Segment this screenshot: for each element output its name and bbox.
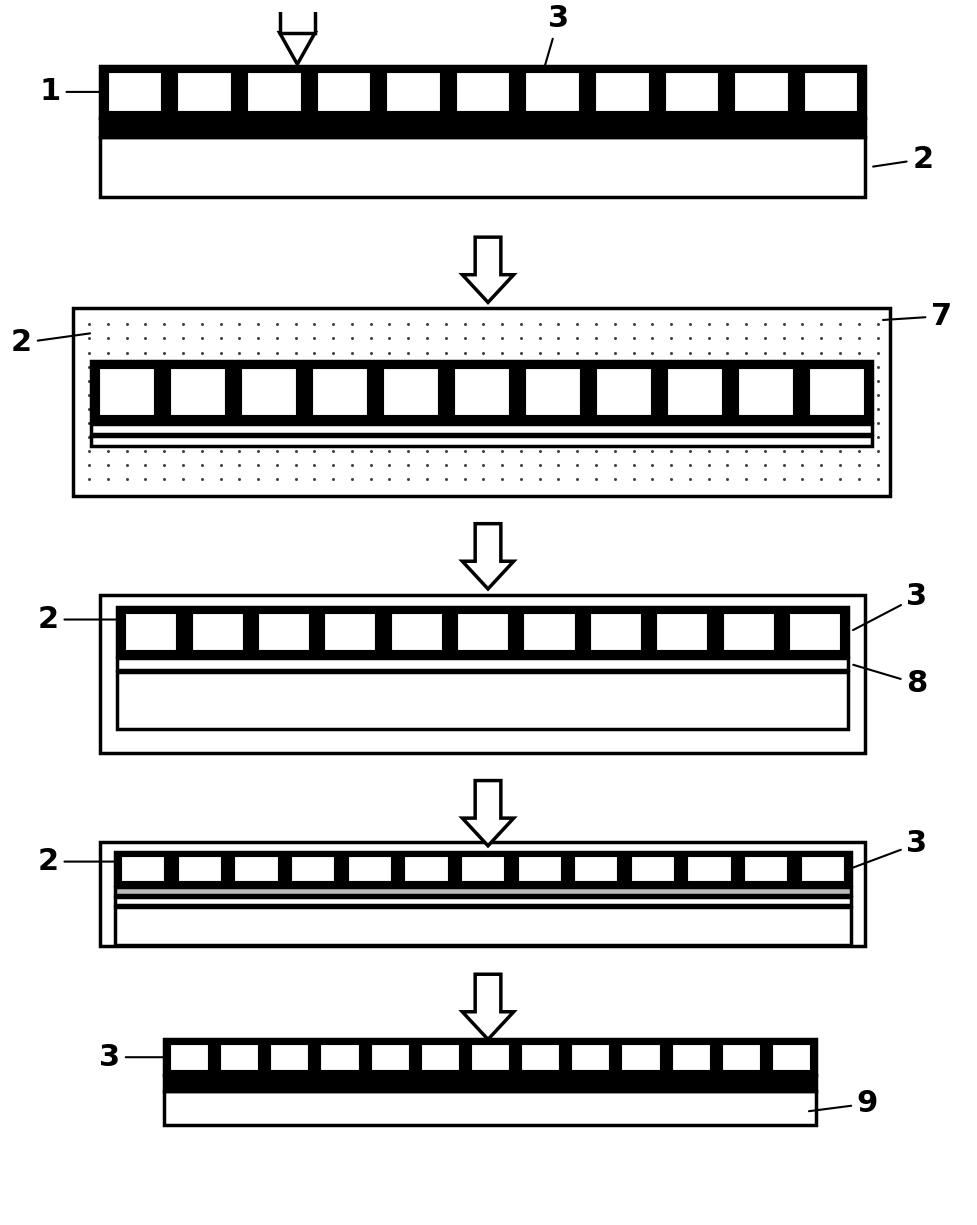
Bar [573,855,618,882]
Bar [106,71,162,113]
Polygon shape [462,523,514,589]
Bar [176,71,232,113]
Bar [169,1042,209,1072]
Bar [571,1042,611,1072]
Bar [177,855,222,882]
Bar [100,66,866,118]
Bar [385,71,441,113]
Bar [91,436,872,446]
Bar [523,611,575,652]
Bar [169,368,226,417]
Bar [246,71,302,113]
Bar [117,606,848,657]
Bar [311,368,368,417]
Bar [120,855,165,882]
Bar [114,906,851,944]
Bar [589,611,642,652]
Bar [164,1076,816,1090]
Bar [114,851,851,886]
Bar [369,1042,409,1072]
Bar [738,368,794,417]
Bar [420,1042,460,1072]
Bar [630,855,675,882]
Polygon shape [279,33,316,64]
Bar [390,611,443,652]
Bar [517,855,562,882]
Bar [525,71,580,113]
Bar [525,368,581,417]
Bar [114,897,851,905]
Bar [454,71,510,113]
Bar [91,361,872,423]
Text: 3: 3 [99,1042,181,1072]
Bar [470,1042,510,1072]
Text: 3: 3 [539,5,570,85]
Text: 9: 9 [809,1089,878,1118]
Bar [404,855,448,882]
Bar [100,137,866,197]
Bar [100,118,866,137]
Bar [279,0,316,33]
Text: 7: 7 [883,301,952,331]
Bar [687,855,732,882]
Bar [316,71,371,113]
Bar [453,368,510,417]
Text: 1: 1 [40,77,116,107]
Bar [656,611,708,652]
Bar [98,368,154,417]
Bar [620,1042,660,1072]
Text: 3: 3 [853,582,927,630]
Bar [73,309,890,496]
Bar [787,611,841,652]
Bar [771,1042,811,1072]
Text: 2: 2 [11,328,90,358]
Bar [117,671,848,729]
Bar [290,855,335,882]
Bar [670,1042,710,1072]
Bar [666,368,723,417]
Bar [743,855,788,882]
Bar [191,611,243,652]
Bar [520,1042,560,1072]
Bar [722,611,775,652]
Bar [164,1040,816,1076]
Bar [594,71,650,113]
Bar [721,1042,761,1072]
Bar [663,71,719,113]
Bar [595,368,652,417]
Text: 8: 8 [853,665,927,698]
Bar [91,424,872,434]
Bar [382,368,439,417]
Bar [799,855,845,882]
Bar [319,1042,360,1072]
Bar [240,368,297,417]
Bar [219,1042,259,1072]
Bar [733,71,788,113]
Text: 2: 2 [38,848,116,876]
Bar [114,887,851,895]
Bar [117,658,848,670]
Bar [456,611,509,652]
Polygon shape [462,780,514,845]
Bar [808,368,866,417]
Bar [100,595,866,753]
Bar [164,1090,816,1126]
Bar [323,611,376,652]
Bar [124,611,177,652]
Bar [257,611,310,652]
Bar [347,855,392,882]
Bar [234,855,278,882]
Polygon shape [462,238,514,303]
Bar [270,1042,310,1072]
Polygon shape [462,974,514,1040]
Bar [460,855,505,882]
Text: 3: 3 [853,829,927,867]
Bar [803,71,859,113]
Text: 2: 2 [873,145,933,174]
Bar [100,842,866,946]
Text: 2: 2 [38,605,116,635]
